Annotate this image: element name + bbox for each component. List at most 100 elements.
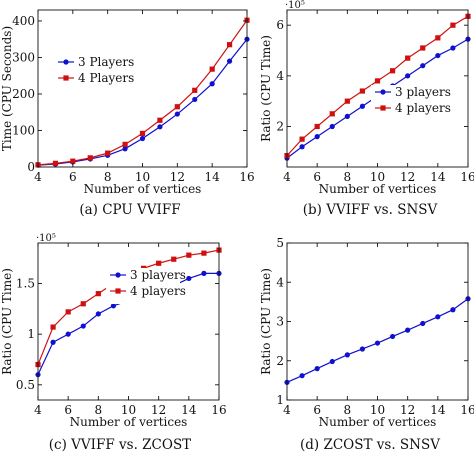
y-tick-label: 1 <box>27 327 35 341</box>
legend-marker <box>115 272 121 278</box>
x-tick-label: 16 <box>460 403 474 417</box>
x-tick-label: 14 <box>430 170 446 184</box>
data-point <box>389 68 396 74</box>
y-multiplier: ·10⁵ <box>285 0 305 11</box>
legend-label: 3 players <box>130 268 186 282</box>
x-tick-label: 6 <box>313 403 321 417</box>
data-point <box>95 311 101 317</box>
figure-caption: (b) VVIFF vs. SNSV <box>303 202 438 218</box>
x-tick-label: 14 <box>205 170 221 184</box>
chart-panel-3: 4 6 8 10 12 14 16 0.5 1 1.5 ·10⁵ Number of vertices… <box>0 233 227 453</box>
x-tick-label: 6 <box>64 403 72 417</box>
data-point <box>201 250 207 256</box>
data-point <box>435 52 441 59</box>
legend-label: 4 players <box>395 101 451 115</box>
data-point <box>299 144 305 150</box>
y-tick-label: 1.5 <box>16 277 35 291</box>
data-point <box>122 141 128 147</box>
legend-label: 4 players <box>130 284 186 298</box>
series-line <box>37 249 220 365</box>
legend: 3 players 4 players <box>106 268 186 304</box>
x-tick-label: 6 <box>313 170 321 184</box>
data-point <box>314 123 320 130</box>
y-tick-label: 4 <box>276 275 284 289</box>
x-tick-label: 8 <box>104 170 112 184</box>
data-point <box>450 45 456 51</box>
x-tick-label: 14 <box>181 403 197 417</box>
data-point <box>359 346 366 352</box>
x-tick-label: 10 <box>135 170 150 184</box>
x-tick-label: 16 <box>460 170 474 184</box>
data-point <box>344 113 350 119</box>
legend-marker <box>63 75 69 81</box>
data-point <box>95 291 101 297</box>
y-tick-label: 5 <box>276 236 284 250</box>
data-point <box>435 35 441 41</box>
data-point <box>70 158 76 164</box>
x-tick-label: 4 <box>283 403 291 417</box>
x-tick-label: 10 <box>370 170 385 184</box>
data-point <box>389 333 396 340</box>
y-tick-label: 1 <box>276 393 284 407</box>
data-point <box>420 63 426 69</box>
data-point <box>226 42 233 48</box>
legend-label: 4 Players <box>78 71 134 85</box>
legend-marker <box>115 288 121 294</box>
legend-marker <box>380 89 386 95</box>
plot-frame <box>37 242 220 401</box>
data-point <box>192 87 198 93</box>
data-point <box>405 55 411 61</box>
y-tick-label: 400 <box>12 14 35 28</box>
x-tick-label: 6 <box>69 170 77 184</box>
x-tick-label: 4 <box>34 170 42 184</box>
data-point <box>192 96 198 103</box>
data-point <box>405 327 411 333</box>
data-point <box>209 81 215 87</box>
data-point <box>171 256 177 262</box>
x-tick-label: 4 <box>283 170 291 184</box>
data-point <box>174 111 180 117</box>
data-point <box>139 135 146 142</box>
chart-panel-1: 4 6 8 10 12 14 16 0 100 200 300 400 Number of vertic… <box>0 9 255 218</box>
legend-label: 3 Players <box>78 55 134 69</box>
data-point <box>50 324 56 330</box>
figure-caption: (c) VVIFF vs. ZCOST <box>49 437 191 453</box>
data-point <box>87 155 93 161</box>
y-multiplier: ·10⁵ <box>36 233 56 244</box>
series-line <box>37 19 248 166</box>
data-point <box>329 123 335 130</box>
data-point <box>186 252 192 258</box>
data-point <box>374 340 381 346</box>
data-point <box>435 314 441 320</box>
data-point <box>186 275 192 282</box>
data-point <box>52 160 59 166</box>
data-point <box>359 103 366 109</box>
y-axis-label: Ratio (CPU Time) <box>259 268 273 375</box>
y-tick-label: 300 <box>12 50 35 64</box>
y-axis-label: Ratio (CPU Time) <box>0 268 14 375</box>
data-point <box>122 146 128 152</box>
data-point <box>299 136 305 142</box>
data-point <box>450 22 456 28</box>
x-tick-label: 12 <box>151 403 166 417</box>
figure-caption: (a) CPU VVIFF <box>79 202 180 218</box>
legend-marker <box>63 59 69 65</box>
data-point <box>450 307 456 313</box>
x-tick-label: 16 <box>211 403 226 417</box>
data-point <box>374 78 381 84</box>
x-tick-label: 12 <box>400 403 415 417</box>
data-point <box>314 366 320 372</box>
data-point <box>344 98 350 104</box>
data-point <box>80 323 86 329</box>
y-axis-label: Time (CPU Seconds) <box>0 26 14 151</box>
data-point <box>299 373 305 379</box>
y-tick-label: 4 <box>276 69 284 83</box>
y-tick-label: 2 <box>276 354 284 368</box>
data-point <box>314 134 320 140</box>
x-tick-label: 8 <box>344 403 352 417</box>
data-point <box>174 104 180 110</box>
y-axis-label: Ratio (CPU Time) <box>259 35 273 142</box>
